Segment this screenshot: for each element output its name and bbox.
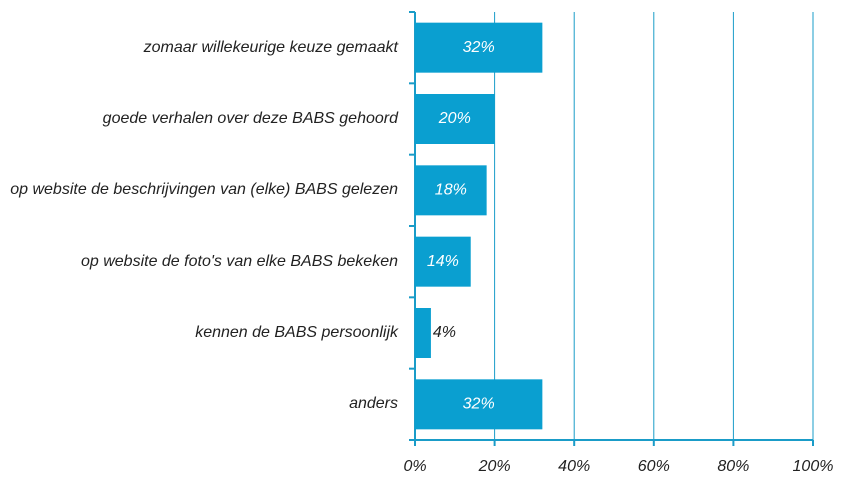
bar <box>415 165 487 216</box>
x-tick-label: 0% <box>403 458 426 475</box>
category-label: goede verhalen over deze BABS gehoord <box>102 110 398 127</box>
value-label: 4% <box>433 324 456 341</box>
category-label: op website de beschrijvingen van (elke) … <box>10 181 398 199</box>
x-tick-label: 40% <box>558 458 590 475</box>
x-tick-label: 80% <box>717 458 749 475</box>
bar <box>415 379 543 430</box>
x-tick-label: 60% <box>638 458 670 475</box>
value-label: 20% <box>438 110 471 127</box>
category-label: zomaar willekeurige keuze gemaakt <box>143 38 398 56</box>
value-label: 32% <box>463 39 495 56</box>
bar <box>415 94 495 144</box>
x-tick-label: 100% <box>793 458 834 475</box>
bar <box>415 308 431 358</box>
bar <box>415 22 543 73</box>
category-label: anders <box>349 395 398 413</box>
value-label: 14% <box>427 253 459 270</box>
value-label: 18% <box>435 182 467 199</box>
bar <box>415 236 471 287</box>
value-label: 32% <box>463 396 495 413</box>
x-tick-label: 20% <box>478 458 511 475</box>
category-label: kennen de BABS persoonlijk <box>195 324 398 341</box>
category-label: op website de foto's van elke BABS bekek… <box>80 252 398 270</box>
